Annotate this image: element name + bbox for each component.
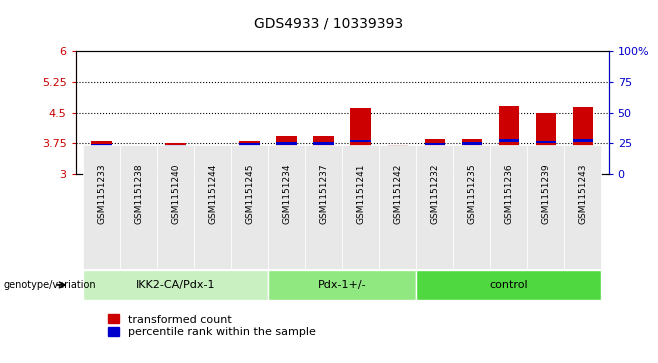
Bar <box>351 107 371 174</box>
Bar <box>572 139 593 142</box>
Bar <box>128 146 149 174</box>
Text: GSM1151237: GSM1151237 <box>319 164 328 224</box>
FancyBboxPatch shape <box>83 145 120 269</box>
Bar <box>203 148 223 151</box>
Bar <box>388 148 408 150</box>
Text: GSM1151234: GSM1151234 <box>282 164 291 224</box>
Bar <box>313 136 334 174</box>
Text: GSM1151235: GSM1151235 <box>467 164 476 224</box>
Text: GSM1151242: GSM1151242 <box>393 164 402 224</box>
Bar <box>499 106 519 174</box>
FancyBboxPatch shape <box>268 145 305 269</box>
Bar <box>388 146 408 174</box>
Text: GSM1151245: GSM1151245 <box>245 164 254 224</box>
Bar <box>424 143 445 145</box>
FancyBboxPatch shape <box>527 145 565 269</box>
Bar <box>313 142 334 144</box>
Text: GSM1151244: GSM1151244 <box>208 164 217 224</box>
Bar <box>240 140 260 174</box>
Bar <box>351 140 371 142</box>
Bar <box>128 148 149 150</box>
Text: GSM1151236: GSM1151236 <box>504 164 513 224</box>
FancyBboxPatch shape <box>194 145 231 269</box>
Bar <box>91 140 112 174</box>
Text: IKK2-CA/Pdx-1: IKK2-CA/Pdx-1 <box>136 280 215 290</box>
Text: Pdx-1+/-: Pdx-1+/- <box>318 280 367 290</box>
Bar <box>165 145 186 147</box>
Bar <box>276 136 297 174</box>
FancyBboxPatch shape <box>490 145 527 269</box>
Bar <box>461 142 482 144</box>
Bar <box>536 113 556 174</box>
FancyBboxPatch shape <box>231 145 268 269</box>
Text: GSM1151243: GSM1151243 <box>578 164 587 224</box>
FancyBboxPatch shape <box>417 270 601 300</box>
FancyBboxPatch shape <box>268 270 417 300</box>
Bar <box>203 147 223 174</box>
Text: GSM1151239: GSM1151239 <box>542 164 550 224</box>
Bar <box>461 139 482 174</box>
FancyBboxPatch shape <box>342 145 379 269</box>
FancyBboxPatch shape <box>379 145 417 269</box>
Legend: transformed count, percentile rank within the sample: transformed count, percentile rank withi… <box>108 314 316 337</box>
Bar <box>276 142 297 144</box>
Text: genotype/variation: genotype/variation <box>3 280 96 290</box>
Text: GDS4933 / 10339393: GDS4933 / 10339393 <box>255 16 403 30</box>
Bar <box>240 143 260 146</box>
FancyBboxPatch shape <box>83 270 268 300</box>
Text: GSM1151240: GSM1151240 <box>171 164 180 224</box>
FancyBboxPatch shape <box>157 145 194 269</box>
FancyBboxPatch shape <box>417 145 453 269</box>
Text: GSM1151232: GSM1151232 <box>430 164 439 224</box>
Bar <box>424 139 445 174</box>
Text: GSM1151233: GSM1151233 <box>97 164 106 224</box>
Bar <box>572 107 593 174</box>
FancyBboxPatch shape <box>120 145 157 269</box>
Bar <box>536 141 556 143</box>
Text: control: control <box>490 280 528 290</box>
Text: GSM1151238: GSM1151238 <box>134 164 143 224</box>
FancyBboxPatch shape <box>453 145 490 269</box>
Bar <box>499 139 519 142</box>
Bar <box>165 143 186 174</box>
FancyBboxPatch shape <box>305 145 342 269</box>
Text: GSM1151241: GSM1151241 <box>356 164 365 224</box>
FancyBboxPatch shape <box>565 145 601 269</box>
Bar <box>91 144 112 147</box>
